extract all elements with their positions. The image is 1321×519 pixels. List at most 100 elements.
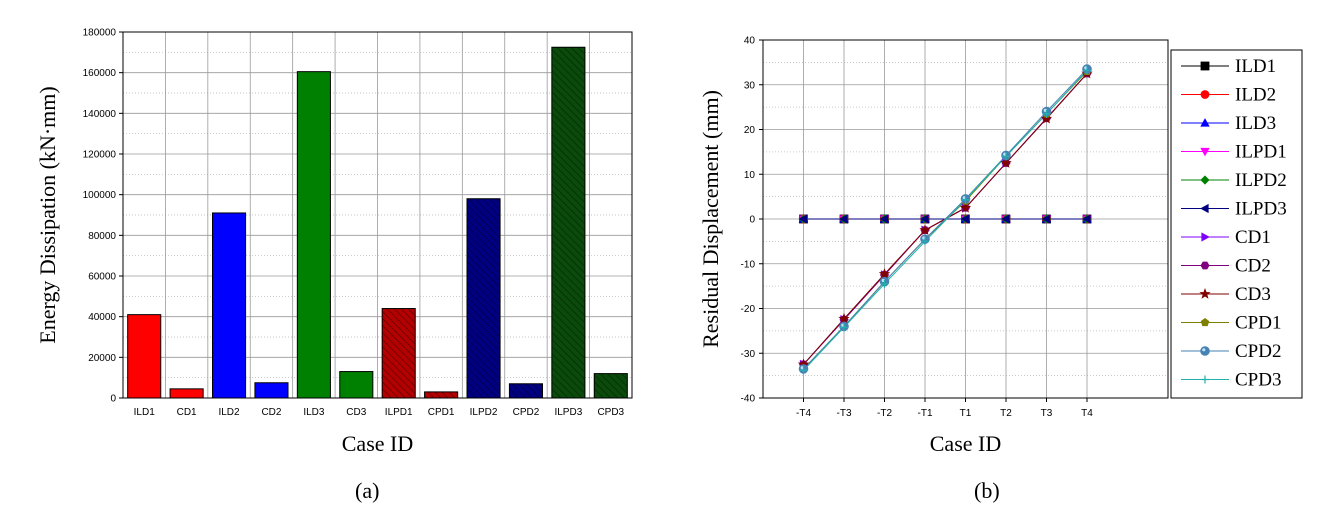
y-tick-label: 40 [744, 36, 756, 47]
x-tick-label: ILD3 [303, 407, 325, 418]
y-tick-label: 160000 [83, 68, 117, 79]
point-cpd3 [840, 323, 848, 332]
legend-label-ild1: ILD1 [1235, 56, 1276, 77]
point-cpd3 [1083, 66, 1091, 75]
bar-ild1 [127, 314, 162, 399]
y-tick-label: 100000 [83, 190, 117, 201]
point-cpd3 [961, 195, 970, 204]
plot-frame [122, 31, 633, 399]
legend-label-ild3: ILD3 [1235, 113, 1276, 134]
legend-label-cpd2: CPD2 [1235, 341, 1281, 362]
legend-marker-ild1 [1200, 61, 1210, 71]
y-tick-label: 10 [744, 170, 756, 181]
legend-label-ilpd2: ILPD2 [1235, 170, 1287, 191]
legend-label-cpd3: CPD3 [1235, 370, 1281, 391]
y-tick-label: -10 [741, 259, 756, 270]
legend-marker-ilpd1 [1200, 147, 1210, 157]
series-line-cpd3 [803, 70, 1088, 371]
x-axis-label: Case ID [930, 431, 1001, 456]
x-tick-label: ILPD3 [554, 407, 582, 418]
x-tick-label: CPD3 [597, 407, 624, 418]
bar-cd3 [339, 371, 374, 399]
point-ilpd3 [960, 214, 970, 224]
bar-cd1 [169, 388, 204, 399]
y-axis-label: Energy Dissipation (kN·mm) [35, 86, 60, 343]
x-tick-label: CD3 [346, 407, 366, 418]
x-tick-label: ILD2 [218, 407, 240, 418]
point-ilpd3 [1041, 214, 1051, 224]
point-cpd3 [799, 366, 808, 375]
legend-label-cd3: CD3 [1235, 284, 1271, 305]
x-tick-label: -T2 [877, 408, 892, 419]
x-tick-label: ILPD2 [470, 407, 498, 418]
legend-label-cd1: CD1 [1235, 227, 1271, 248]
point-ilpd3 [920, 214, 929, 224]
legend-label-ilpd1: ILPD1 [1235, 142, 1287, 163]
y-tick-label: 0 [110, 394, 116, 405]
x-axis-label: Case ID [342, 431, 413, 456]
bar-ild3 [296, 71, 331, 399]
legend: ILD1 ILD2 ILD3 ILPD1 ILPD2 ILPD3 CD1 CD2 CD3 CPD1… [1170, 49, 1303, 399]
x-tick-label: -T1 [918, 408, 933, 419]
point-cd3 [1040, 112, 1053, 124]
legend-label-cpd1: CPD1 [1235, 313, 1281, 334]
point-cd3 [959, 201, 972, 213]
y-tick-label: -30 [741, 349, 756, 360]
point-cpd3 [880, 279, 889, 288]
legend-label-cd2: CD2 [1235, 256, 1271, 277]
point-ilpd3 [879, 214, 889, 224]
x-tick-label: -T3 [837, 408, 852, 419]
x-tick-label: T4 [1081, 408, 1093, 419]
point-cd3 [878, 268, 891, 279]
series-line-cpd2 [803, 68, 1088, 370]
point-cd3 [838, 312, 850, 324]
x-tick-label: -T4 [796, 408, 811, 419]
y-tick-label: -40 [741, 394, 756, 405]
y-axis-label: Residual Displacement (mm) [698, 90, 723, 348]
legend-marker-cpd2 [1200, 346, 1210, 356]
point-cpd3 [1002, 152, 1010, 161]
point-cpd3 [1042, 109, 1051, 118]
point-cd3 [1000, 157, 1012, 168]
bar-hatch-ilpd1 [382, 308, 416, 398]
y-tick-label: 20 [744, 125, 756, 136]
bar-hatch-cpd1 [424, 391, 458, 398]
x-tick-label: CD2 [261, 407, 281, 418]
bar-cd2 [254, 382, 289, 399]
x-tick-label: ILD1 [134, 407, 156, 418]
point-ilpd3 [798, 214, 808, 224]
x-tick-label: ILPD1 [385, 407, 413, 418]
x-tick-label: CPD2 [513, 407, 540, 418]
x-tick-label: CD1 [177, 407, 197, 418]
y-tick-label: 120000 [83, 150, 117, 161]
y-tick-label: 20000 [88, 353, 116, 364]
y-tick-label: 0 [749, 215, 755, 226]
x-tick-label: T3 [1041, 408, 1053, 419]
y-tick-label: 30 [744, 80, 756, 91]
bar-hatch-ilpd3 [551, 47, 585, 398]
bar-hatch-cpd3 [594, 373, 628, 398]
point-ilpd3 [1082, 214, 1091, 224]
legend-marker-ild3 [1200, 118, 1210, 127]
point-cd3 [919, 224, 931, 235]
legend-label-ilpd3: ILPD3 [1235, 199, 1287, 220]
x-tick-label: CPD1 [428, 407, 455, 418]
point-ilpd3 [1001, 214, 1010, 224]
legend-marker-cpd3 [1201, 375, 1209, 384]
legend-marker-cpd1 [1200, 318, 1210, 327]
bar-hatch-cpd2 [509, 383, 543, 398]
bar-ild2 [211, 212, 247, 399]
legend-marker-ild2 [1200, 90, 1210, 99]
legend-marker-ilpd2 [1200, 175, 1210, 185]
legend-box [1170, 49, 1303, 399]
caption-b: (b) [974, 478, 1000, 503]
x-tick-label: T2 [1000, 408, 1012, 419]
legend-marker-ilpd3 [1200, 203, 1209, 214]
x-tick-label: T1 [960, 408, 972, 419]
legend-marker-cd1 [1201, 232, 1210, 242]
y-tick-label: -20 [741, 304, 756, 315]
y-tick-label: 180000 [83, 28, 117, 39]
legend-label-ild2: ILD2 [1235, 85, 1276, 106]
